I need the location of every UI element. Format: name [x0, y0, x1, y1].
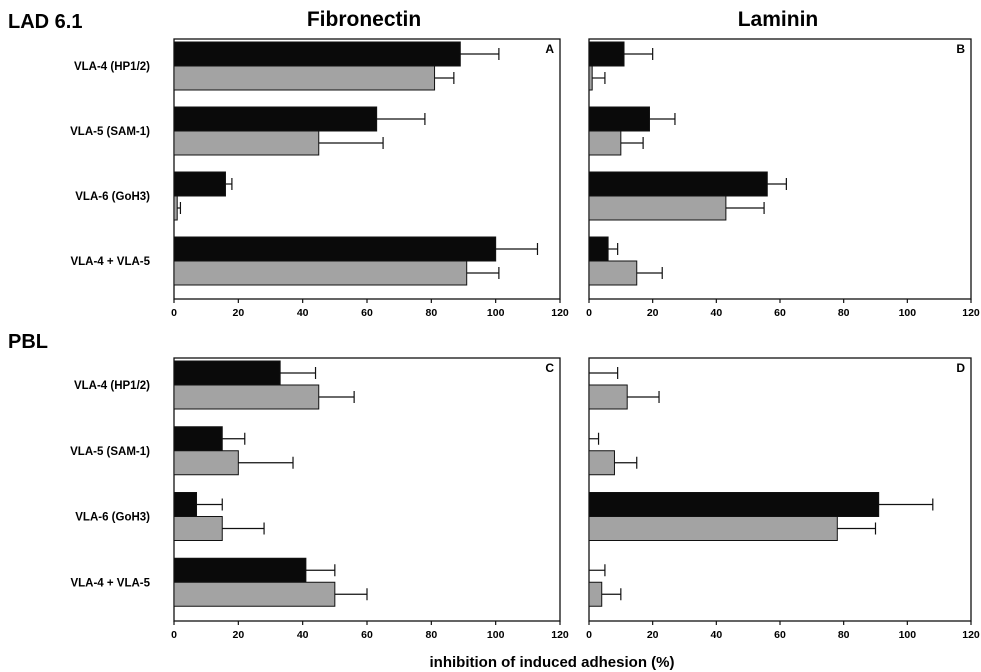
bar-gray-c-1: [173, 450, 239, 476]
category-label: VLA-4 (HP1/2): [74, 380, 150, 392]
category-label: VLA-6 (GoH3): [75, 512, 150, 524]
x-tick-label: 20: [232, 307, 244, 319]
x-tick-label: 80: [838, 629, 850, 641]
bar-black-b-3: [588, 236, 609, 262]
bar-black-b-0: [588, 41, 625, 67]
x-tick-label: 40: [710, 307, 722, 319]
x-tick-label: 0: [171, 629, 177, 641]
x-tick-label: 60: [361, 307, 373, 319]
bar-black-c-2: [173, 492, 198, 517]
bar-gray-c-3: [173, 581, 336, 607]
x-tick-label: 80: [425, 629, 437, 641]
panel-frame: [588, 38, 972, 300]
bar-black-a-1: [173, 106, 378, 132]
bar-gray-a-3: [173, 260, 468, 286]
x-axis-label: inhibition of induced adhesion (%): [430, 654, 675, 671]
bar-gray-b-3: [588, 260, 638, 286]
category-label: VLA-5 (SAM-1): [70, 446, 150, 458]
panel-b: B 0 20 40 60 80 100 120: [586, 38, 980, 319]
category-label: VLA-4 + VLA-5: [70, 577, 150, 589]
bar-gray-d-1: [588, 450, 615, 476]
column-title-laminin: Laminin: [738, 8, 819, 31]
x-tick-label: 80: [425, 307, 437, 319]
panel-letter: D: [956, 361, 965, 375]
row-title-pbl: PBL: [8, 331, 48, 353]
x-tick-label: 40: [297, 629, 309, 641]
x-tick-label: 60: [774, 629, 786, 641]
bar-black-a-3: [173, 236, 497, 262]
bar-gray-a-1: [173, 130, 320, 156]
x-tick-label: 40: [710, 629, 722, 641]
x-tick-label: 0: [171, 307, 177, 319]
category-label: VLA-5 (SAM-1): [70, 126, 150, 138]
row-title-lad: LAD 6.1: [8, 11, 82, 33]
x-tick-label: 0: [586, 629, 592, 641]
x-tick-label: 0: [586, 307, 592, 319]
category-label: VLA-4 (HP1/2): [74, 61, 150, 73]
category-label: VLA-4 + VLA-5: [70, 256, 150, 268]
bar-black-b-1: [588, 106, 650, 132]
bar-black-c-1: [173, 426, 223, 452]
panel-letter: A: [545, 42, 554, 56]
x-tick-label: 100: [487, 307, 505, 319]
x-tick-label: 80: [838, 307, 850, 319]
x-tick-label: 120: [962, 629, 980, 641]
bar-gray-c-0: [173, 384, 320, 410]
column-title-fibronectin: Fibronectin: [307, 8, 421, 31]
x-tick-label: 100: [899, 629, 917, 641]
panel-d: D 0 20 40 60 80 100 120: [586, 357, 980, 641]
bar-gray-b-0: [588, 65, 593, 91]
panel-c: C 0 20 40 60 80 100 120 VLA-4 (HP1/2) VLA-5 (SAM-…: [70, 357, 569, 641]
bar-gray-d-3: [588, 581, 603, 607]
x-tick-label: 120: [551, 629, 569, 641]
x-tick-label: 40: [297, 307, 309, 319]
panel-a: A 0 20 40 60 80 100 120 VLA-4 (HP1/2) VLA-5 (SAM-…: [70, 38, 569, 319]
bar-gray-d-0: [588, 384, 628, 410]
panel-letter: B: [956, 42, 965, 56]
bar-gray-c-2: [173, 516, 223, 541]
bar-black-a-0: [173, 41, 461, 67]
x-tick-label: 20: [647, 307, 659, 319]
bar-black-d-2: [588, 492, 880, 517]
x-tick-label: 60: [774, 307, 786, 319]
x-tick-label: 100: [899, 307, 917, 319]
bar-gray-a-2: [173, 195, 178, 221]
bar-black-c-3: [173, 557, 307, 583]
category-label: VLA-6 (GoH3): [75, 191, 150, 203]
x-tick-label: 60: [361, 629, 373, 641]
panels: A 0 20 40 60 80 100 120 VLA-4 (HP1/2) VLA-5 (SAM-…: [70, 38, 980, 641]
x-tick-label: 100: [487, 629, 505, 641]
x-tick-label: 120: [962, 307, 980, 319]
bar-gray-a-0: [173, 65, 436, 91]
bar-black-c-0: [173, 360, 281, 386]
x-tick-label: 20: [647, 629, 659, 641]
bar-gray-b-1: [588, 130, 622, 156]
bar-black-a-2: [173, 171, 226, 197]
bar-gray-b-2: [588, 195, 727, 221]
bar-gray-d-2: [588, 516, 838, 541]
panel-letter: C: [545, 361, 554, 375]
x-tick-label: 20: [232, 629, 244, 641]
bar-black-b-2: [588, 171, 768, 197]
x-tick-label: 120: [551, 307, 569, 319]
